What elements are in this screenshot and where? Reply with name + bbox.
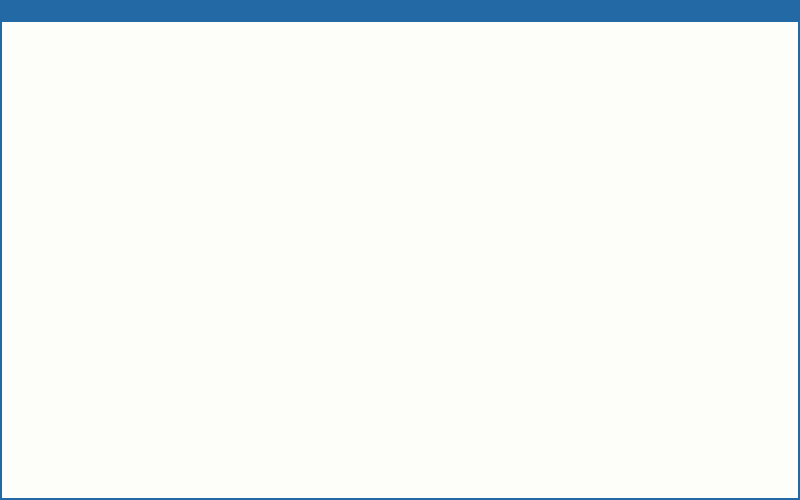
title-bar: [2, 2, 798, 22]
